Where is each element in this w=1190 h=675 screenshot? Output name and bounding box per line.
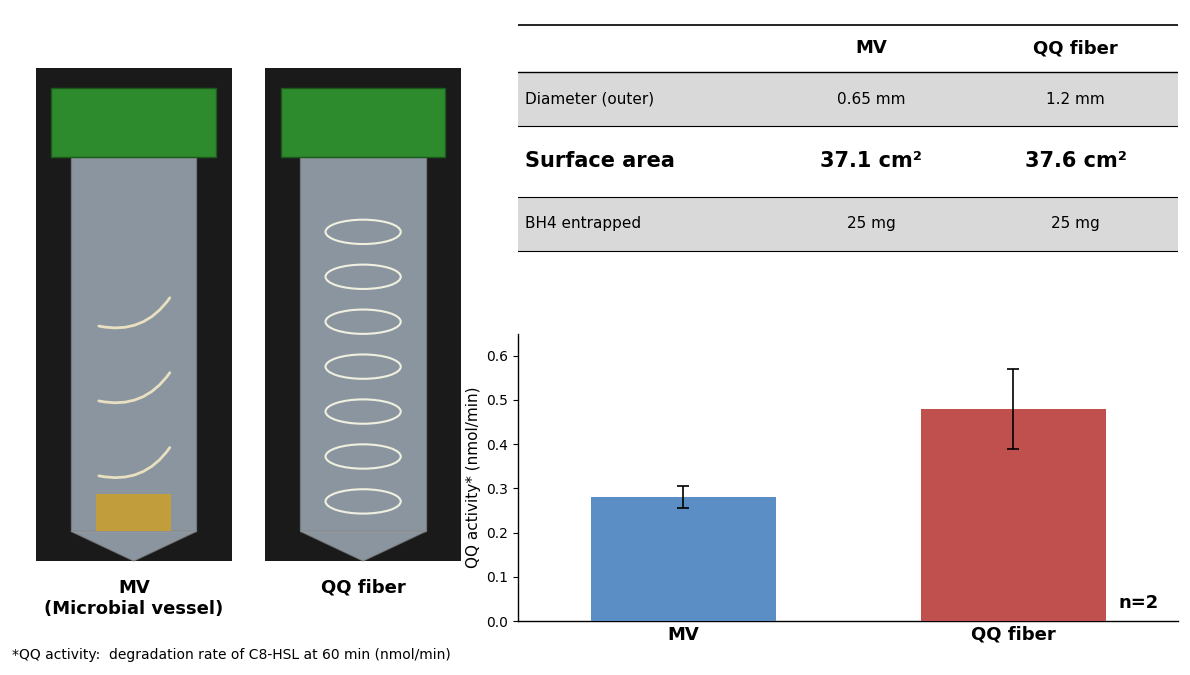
Text: QQ fiber: QQ fiber <box>1033 39 1119 57</box>
Bar <box>71 157 196 531</box>
Y-axis label: QQ activity* (nmol/min): QQ activity* (nmol/min) <box>466 387 481 568</box>
Bar <box>518 126 1178 196</box>
Bar <box>51 88 217 157</box>
Text: 1.2 mm: 1.2 mm <box>1046 92 1106 107</box>
FancyArrowPatch shape <box>99 373 170 403</box>
FancyArrowPatch shape <box>99 298 170 328</box>
Text: BH4 entrapped: BH4 entrapped <box>525 216 641 231</box>
Text: QQ fiber: QQ fiber <box>321 579 406 597</box>
Bar <box>96 494 171 531</box>
Text: Surface area: Surface area <box>525 151 675 171</box>
Bar <box>518 72 1178 126</box>
Bar <box>590 497 776 621</box>
Text: 37.1 cm²: 37.1 cm² <box>820 151 922 171</box>
Polygon shape <box>300 531 426 561</box>
Text: 0.65 mm: 0.65 mm <box>837 92 906 107</box>
FancyArrowPatch shape <box>99 448 170 478</box>
Polygon shape <box>71 531 196 561</box>
Text: 37.6 cm²: 37.6 cm² <box>1025 151 1127 171</box>
Text: n=2: n=2 <box>1119 595 1158 612</box>
Bar <box>518 196 1178 250</box>
Text: Diameter (outer): Diameter (outer) <box>525 92 654 107</box>
Text: MV
(Microbial vessel): MV (Microbial vessel) <box>44 579 224 618</box>
Bar <box>921 409 1106 621</box>
Bar <box>300 157 426 531</box>
Text: 25 mg: 25 mg <box>1052 216 1101 231</box>
Text: *QQ activity:  degradation rate of C8-HSL at 60 min (nmol/min): *QQ activity: degradation rate of C8-HSL… <box>12 647 451 662</box>
Bar <box>281 88 445 157</box>
Bar <box>36 68 232 561</box>
Text: MV: MV <box>856 39 887 57</box>
Text: 25 mg: 25 mg <box>847 216 896 231</box>
Bar <box>265 68 461 561</box>
